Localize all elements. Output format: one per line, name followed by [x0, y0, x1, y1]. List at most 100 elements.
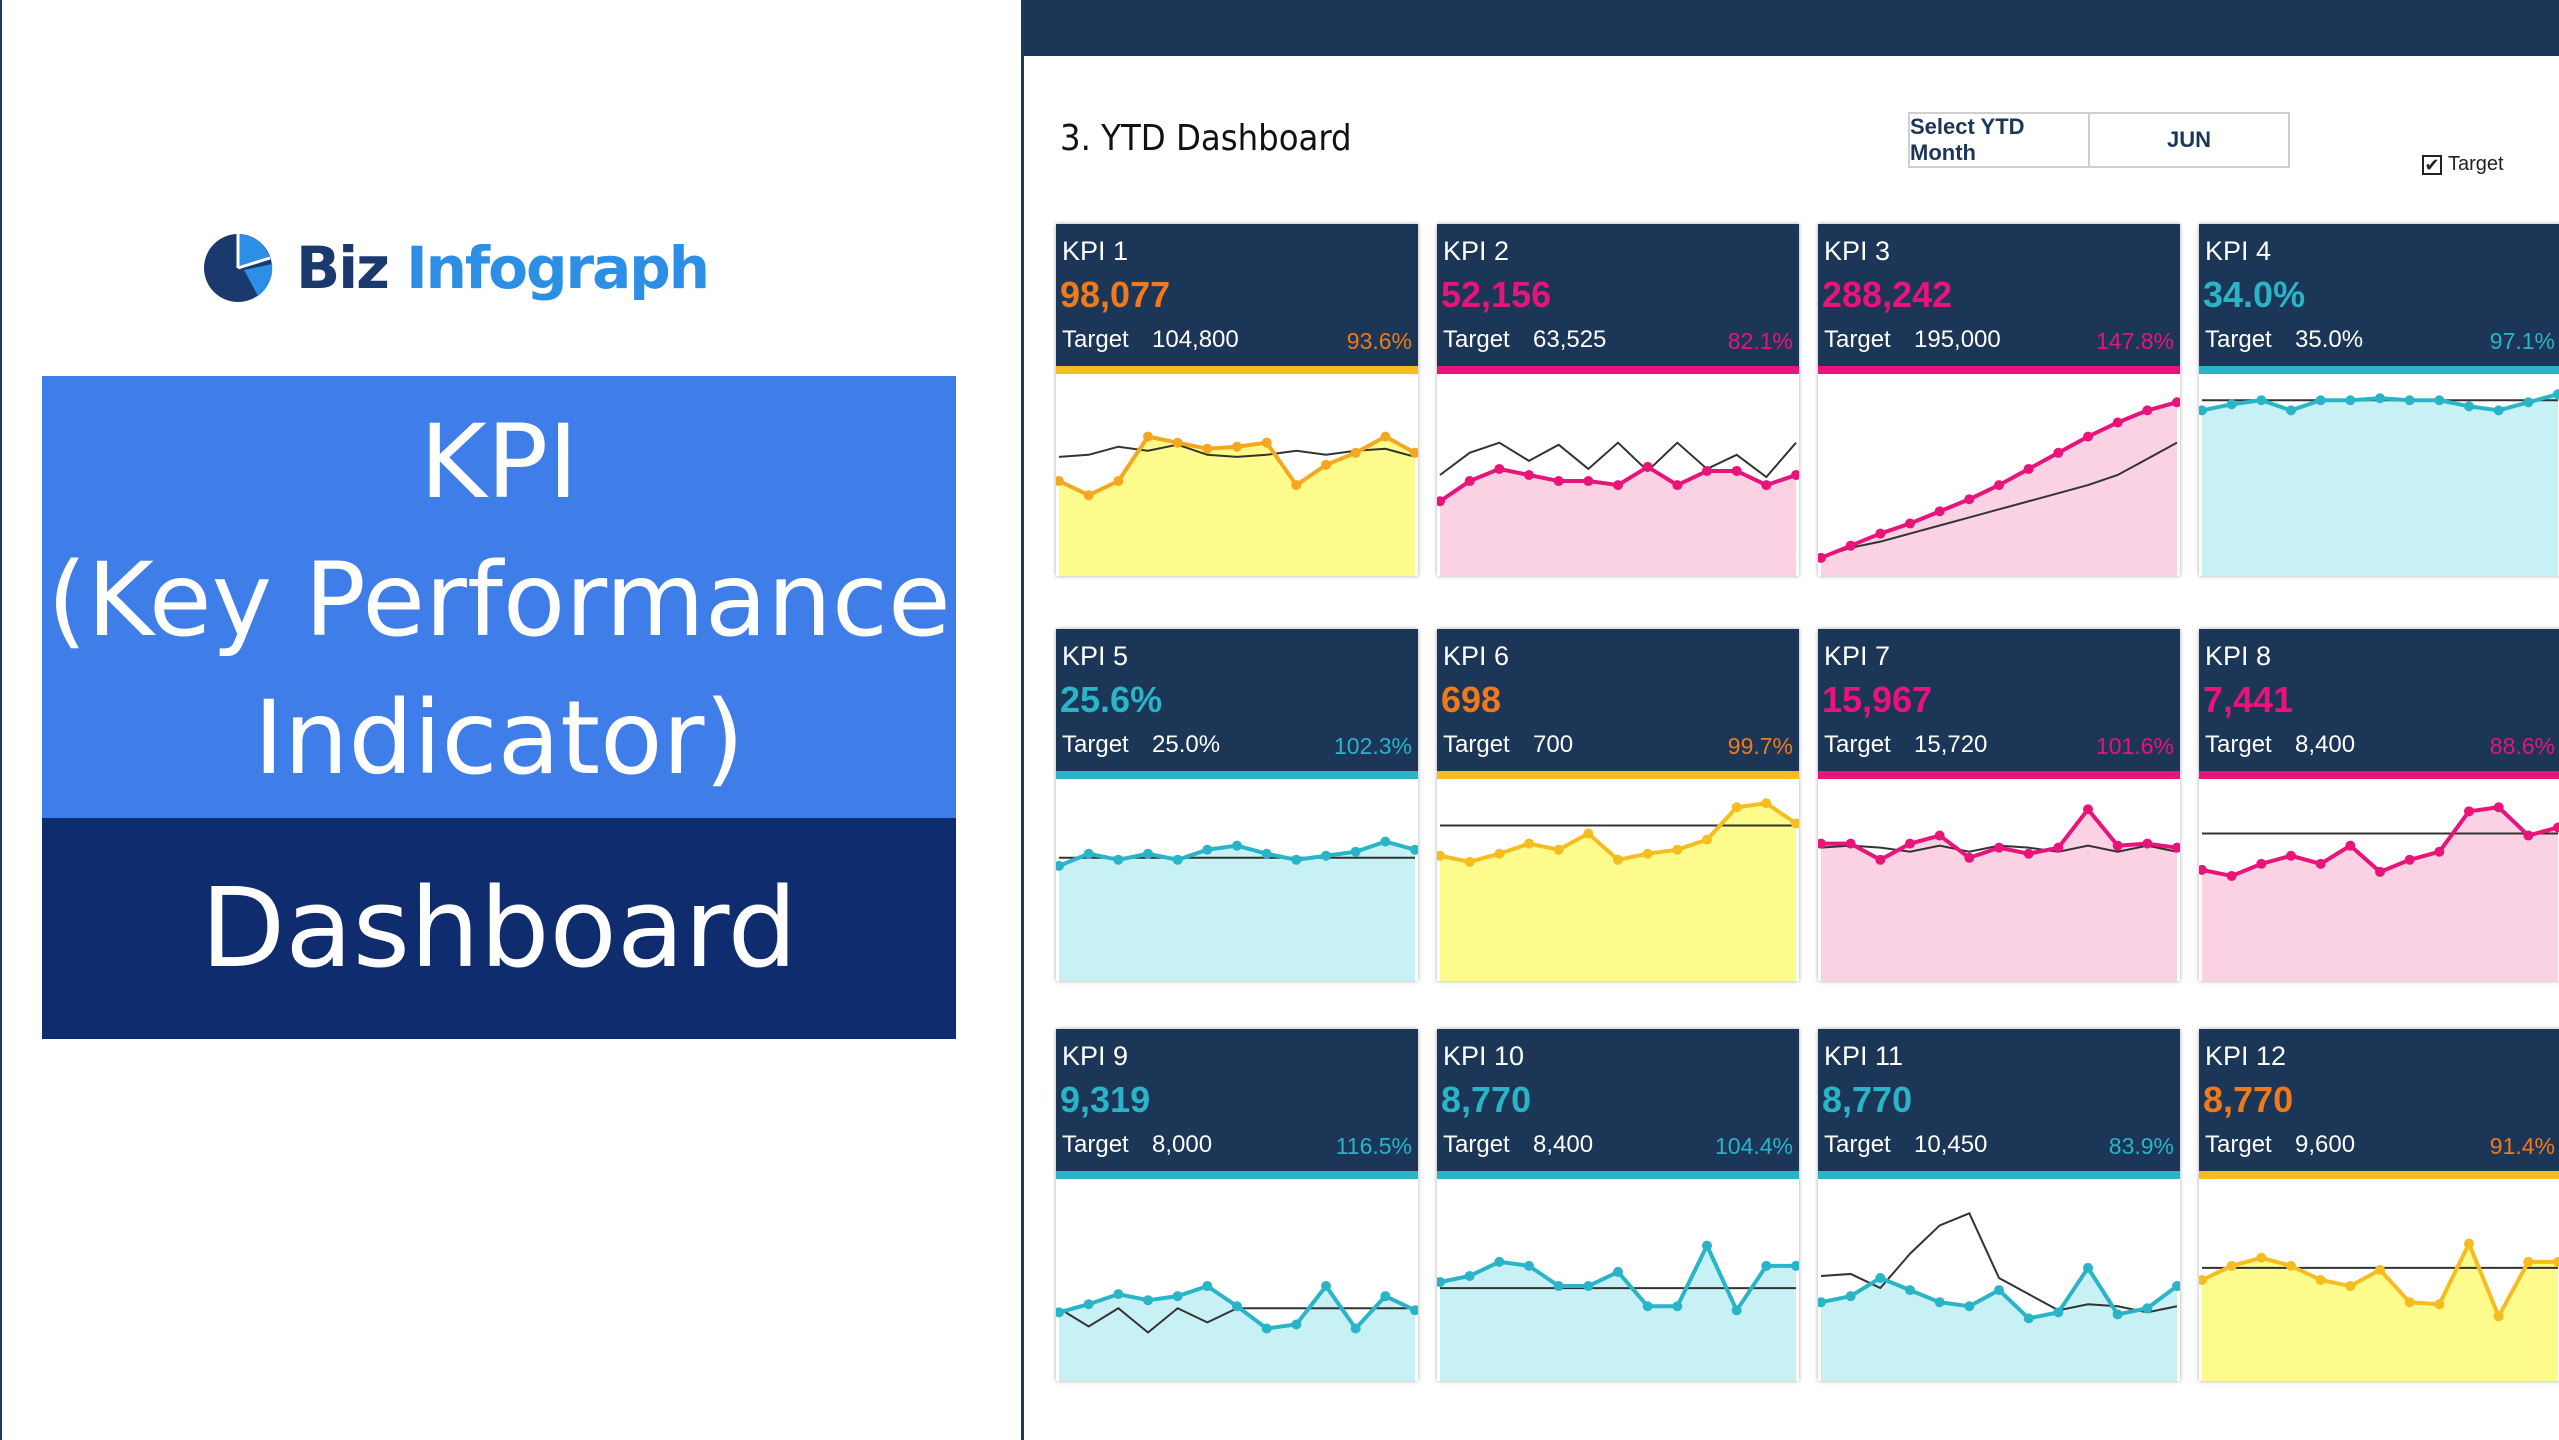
- kpi-data-point: [2053, 447, 2064, 458]
- kpi-card[interactable]: KPI 7 15,967 Target 15,720 101.6%: [1818, 629, 2180, 981]
- kpi-data-point: [2553, 389, 2559, 400]
- kpi-data-point: [1845, 838, 1856, 849]
- kpi-accent-bar: [1818, 771, 2180, 779]
- kpi-data-point: [1321, 459, 1331, 470]
- kpi-trend-chart: [1818, 1212, 2180, 1381]
- kpi-data-point: [1875, 528, 1886, 539]
- kpi-data-point: [2434, 395, 2445, 406]
- kpi-name: KPI 2: [1443, 236, 1510, 266]
- kpi-target-value: 104,800: [1152, 326, 1239, 353]
- kpi-accent-bar: [1056, 366, 1418, 374]
- kpi-area-fill: [1059, 1286, 1415, 1381]
- kpi-trend-chart: [2199, 802, 2559, 981]
- target-toggle[interactable]: ✔ Target: [2422, 153, 2504, 176]
- kpi-data-point: [1553, 1281, 1564, 1292]
- kpi-data-point: [1437, 1277, 1445, 1288]
- kpi-card[interactable]: KPI 8 7,441 Target 8,400 88.6%: [2199, 629, 2559, 981]
- kpi-target-label: Target: [2205, 326, 2272, 353]
- kpi-area-fill: [2202, 394, 2558, 576]
- kpi-data-point: [1994, 480, 2004, 491]
- kpi-area-fill: [2202, 807, 2558, 981]
- top-bar: [1024, 0, 2559, 56]
- kpi-data-point: [1818, 1297, 1826, 1308]
- kpi-data-point: [1321, 850, 1331, 861]
- kpi-card[interactable]: KPI 9 9,319 Target 8,000 116.5%: [1056, 1029, 1418, 1381]
- kpi-data-point: [1553, 844, 1564, 855]
- kpi-card[interactable]: KPI 3 288,242 Target 195,000 147.8%: [1818, 224, 2180, 576]
- kpi-header: KPI 12 8,770 Target 9,600 91.4%: [2199, 1029, 2559, 1177]
- kpi-accent-bar: [1437, 1171, 1799, 1179]
- kpi-data-point: [1083, 490, 1094, 501]
- kpi-card[interactable]: KPI 6 698 Target 700 99.7%: [1437, 629, 1799, 981]
- kpi-card[interactable]: KPI 1 98,077 Target 104,800 93.6%: [1056, 224, 1418, 576]
- kpi-data-point: [2286, 1260, 2296, 1271]
- kpi-area-fill: [1440, 1245, 1796, 1381]
- kpi-data-point: [1731, 465, 1742, 476]
- subtitle: Dashboard: [200, 864, 798, 992]
- kpi-header: KPI 8 7,441 Target 8,400 88.6%: [2199, 629, 2559, 777]
- kpi-data-point: [2434, 1299, 2445, 1310]
- kpi-target-value: 10,450: [1914, 1131, 1988, 1158]
- kpi-data-point: [1875, 1272, 1886, 1283]
- kpi-data-point: [1818, 838, 1826, 849]
- kpi-data-point: [2053, 842, 2064, 853]
- kpi-card[interactable]: KPI 4 34.0% Target 35.0% 97.1%: [2199, 224, 2559, 576]
- kpi-data-point: [1232, 840, 1242, 851]
- kpi-data-point: [2553, 822, 2559, 833]
- kpi-data-point: [2523, 397, 2534, 408]
- target-checkbox[interactable]: ✔: [2422, 154, 2442, 175]
- kpi-data-point: [1583, 828, 1594, 839]
- kpi-data-point: [1994, 1285, 2004, 1296]
- kpi-target-line: [1439, 441, 1797, 479]
- kpi-card[interactable]: KPI 10 8,770 Target 8,400 104.4%: [1437, 1029, 1799, 1381]
- kpi-data-point: [1875, 854, 1886, 865]
- kpi-data-point: [2226, 399, 2237, 410]
- kpi-target-label: Target: [2205, 1131, 2272, 1158]
- kpi-data-point: [2464, 1238, 2474, 1249]
- kpi-data-point: [2315, 395, 2326, 406]
- kpi-name: KPI 4: [2205, 236, 2272, 266]
- kpi-target-value: 8,400: [2295, 731, 2356, 758]
- kpi-value: 25.6%: [1060, 679, 1163, 720]
- kpi-data-point: [1702, 834, 1712, 845]
- kpi-target-value: 35.0%: [2295, 326, 2364, 353]
- kpi-target-value: 195,000: [1914, 326, 2001, 353]
- kpi-card[interactable]: KPI 5 25.6% Target 25.0% 102.3%: [1056, 629, 1418, 981]
- kpi-data-point: [2083, 804, 2093, 815]
- kpi-card[interactable]: KPI 11 8,770 Target 10,450 83.9%: [1818, 1029, 2180, 1381]
- kpi-header: KPI 4 34.0% Target 35.0% 97.1%: [2199, 224, 2559, 372]
- kpi-data-point: [1172, 437, 1183, 448]
- kpi-name: KPI 8: [2205, 641, 2272, 671]
- kpi-data-point: [2464, 401, 2474, 412]
- kpi-data-point: [1143, 1295, 1153, 1306]
- kpi-data-point: [2493, 1311, 2504, 1322]
- kpi-achievement-pct: 82.1%: [1727, 328, 1793, 354]
- kpi-card[interactable]: KPI 2 52,156 Target 63,525 82.1%: [1437, 224, 1799, 576]
- kpi-data-point: [2142, 405, 2153, 416]
- kpi-data-point: [1791, 818, 1799, 829]
- kpi-data-point: [2464, 806, 2474, 817]
- month-selector-value[interactable]: JUN: [2166, 127, 2211, 152]
- kpi-header: KPI 1 98,077 Target 104,800 93.6%: [1056, 224, 1418, 372]
- kpi-data-point: [2375, 393, 2385, 404]
- kpi-data-point: [2199, 1275, 2207, 1285]
- kpi-area-fill: [1440, 803, 1796, 981]
- kpi-achievement-pct: 99.7%: [1727, 733, 1793, 759]
- kpi-data-point: [1524, 1260, 1534, 1271]
- kpi-data-point: [1494, 1256, 1505, 1267]
- kpi-data-point: [1291, 1319, 1302, 1330]
- kpi-data-point: [2053, 1307, 2064, 1318]
- kpi-trend-chart: [1818, 804, 2180, 981]
- kpi-data-point: [1613, 1266, 1623, 1277]
- kpi-data-point: [1202, 443, 1213, 454]
- kpi-target-label: Target: [1824, 731, 1891, 758]
- month-selector[interactable]: Select YTD Month JUN: [1908, 112, 2290, 168]
- kpi-card[interactable]: KPI 12 8,770 Target 9,600 91.4%: [2199, 1029, 2559, 1381]
- kpi-data-point: [2199, 405, 2207, 416]
- kpi-data-point: [1761, 1260, 1772, 1271]
- title-panel: Biz Infograph KPI (Key Performance Indic…: [0, 0, 1021, 1440]
- kpi-data-point: [1380, 431, 1391, 442]
- kpi-achievement-pct: 97.1%: [2489, 328, 2555, 354]
- kpi-data-point: [2112, 417, 2123, 428]
- kpi-data-point: [2404, 1297, 2415, 1308]
